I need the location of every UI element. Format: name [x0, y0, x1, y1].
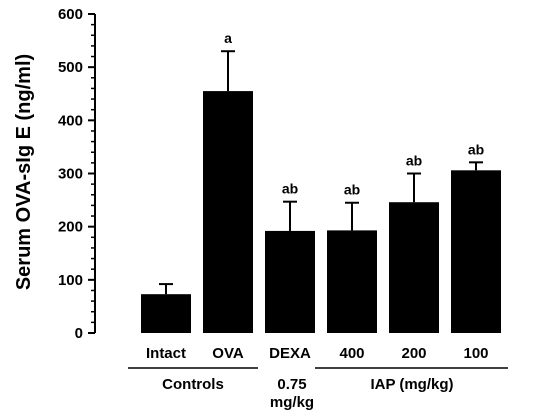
bar	[265, 230, 315, 333]
group-label-iap: IAP (mg/kg)	[370, 376, 453, 393]
significance-label: a	[224, 30, 232, 46]
dexa-dose-line-1: 0.75	[277, 376, 306, 393]
bar	[141, 294, 191, 333]
bar	[327, 230, 377, 333]
y-tick-label: 0	[75, 325, 83, 342]
y-axis: 0 100 200 300 400 500 600	[58, 6, 96, 342]
bar	[389, 202, 439, 333]
significance-label: ab	[406, 153, 422, 169]
y-tick-label: 600	[58, 6, 83, 23]
x-tick-label: OVA	[212, 345, 244, 362]
y-tick-label: 300	[58, 166, 83, 183]
x-tick-label: 400	[339, 345, 364, 362]
y-tick-label: 500	[58, 59, 83, 76]
significance-label: ab	[344, 182, 360, 198]
x-tick-label: Intact	[146, 345, 186, 362]
bar	[203, 91, 253, 333]
x-tick-label: 100	[463, 345, 488, 362]
dexa-dose-line-2: mg/kg	[270, 394, 314, 411]
x-axis-labels: Intact OVA DEXA 400 200 100	[146, 345, 489, 362]
bar	[451, 170, 501, 333]
y-tick-label: 100	[58, 272, 83, 289]
y-axis-label: Serum OVA-sIg E (ng/ml)	[13, 54, 35, 290]
y-tick-label: 200	[58, 219, 83, 236]
x-tick-label: 200	[401, 345, 426, 362]
y-tick-label: 400	[58, 112, 83, 129]
significance-label: ab	[468, 141, 484, 157]
group-label-controls: Controls	[162, 376, 224, 393]
x-tick-label: DEXA	[269, 345, 311, 362]
bars: a ab ab ab ab	[141, 30, 501, 333]
significance-label: ab	[282, 181, 298, 197]
